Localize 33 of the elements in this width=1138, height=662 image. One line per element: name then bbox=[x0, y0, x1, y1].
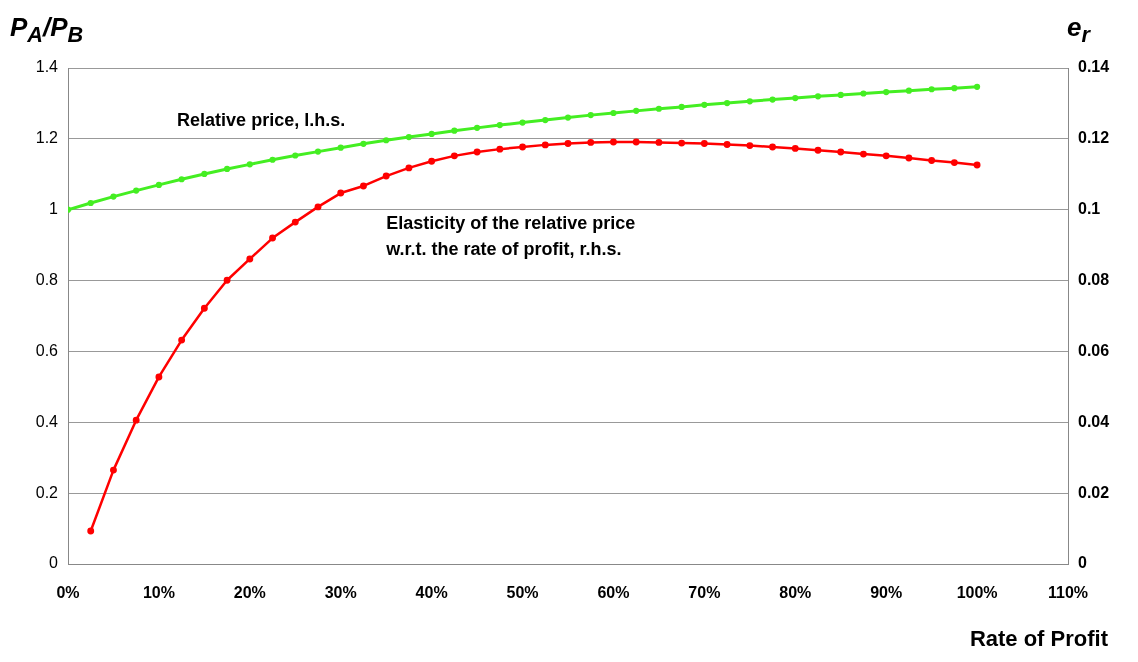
y-tick-label: 0.8 bbox=[35, 270, 59, 288]
x-tick-label: 100% bbox=[956, 584, 998, 602]
y2-tick-label: 0.02 bbox=[1078, 483, 1110, 501]
x-axis-title: Rate of Profit bbox=[969, 626, 1108, 652]
y-tick-label: 1.2 bbox=[35, 129, 59, 147]
x-tick-label: 90% bbox=[870, 584, 903, 602]
x-tick-label: 10% bbox=[142, 584, 175, 602]
y-tick-label: 0 bbox=[49, 554, 59, 572]
x-tick-label: 50% bbox=[506, 584, 539, 602]
x-tick-label: 20% bbox=[233, 584, 266, 602]
y2-tick-label: 0.06 bbox=[1078, 341, 1110, 359]
y2-axis-title: e$_{r}$ bbox=[1067, 12, 1090, 49]
y2-tick-label: 0.08 bbox=[1078, 270, 1110, 288]
y-tick-label: 1.4 bbox=[35, 58, 59, 76]
y2-tick-label: 0 bbox=[1078, 554, 1087, 572]
y-tick-label: 1 bbox=[49, 200, 59, 218]
x-tick-label: 110% bbox=[1047, 584, 1089, 602]
y-tick-label: 0.4 bbox=[35, 412, 59, 430]
y2-tick-label: 0.1 bbox=[1078, 200, 1101, 218]
y-tick-label: 0.2 bbox=[35, 483, 59, 501]
x-tick-label: 60% bbox=[597, 584, 630, 602]
y-axis-title: P$_{A}$/P$_{B}$ bbox=[10, 12, 84, 49]
x-tick-label: 30% bbox=[324, 584, 357, 602]
x-tick-label: 0% bbox=[56, 584, 80, 602]
x-tick-label: 80% bbox=[779, 584, 812, 602]
series-label: Relative price, l.h.s. bbox=[177, 110, 346, 131]
x-tick-label: 70% bbox=[688, 584, 721, 602]
x-tick-label: 40% bbox=[415, 584, 448, 602]
y2-tick-label: 0.04 bbox=[1078, 412, 1110, 430]
series-label: Elasticity of the relative price w.r.t. the rate of profit, r.h.s. bbox=[385, 212, 636, 259]
y2-tick-label: 0.14 bbox=[1078, 58, 1110, 76]
y2-tick-label: 0.12 bbox=[1078, 129, 1110, 147]
y-tick-label: 0.6 bbox=[35, 341, 59, 359]
